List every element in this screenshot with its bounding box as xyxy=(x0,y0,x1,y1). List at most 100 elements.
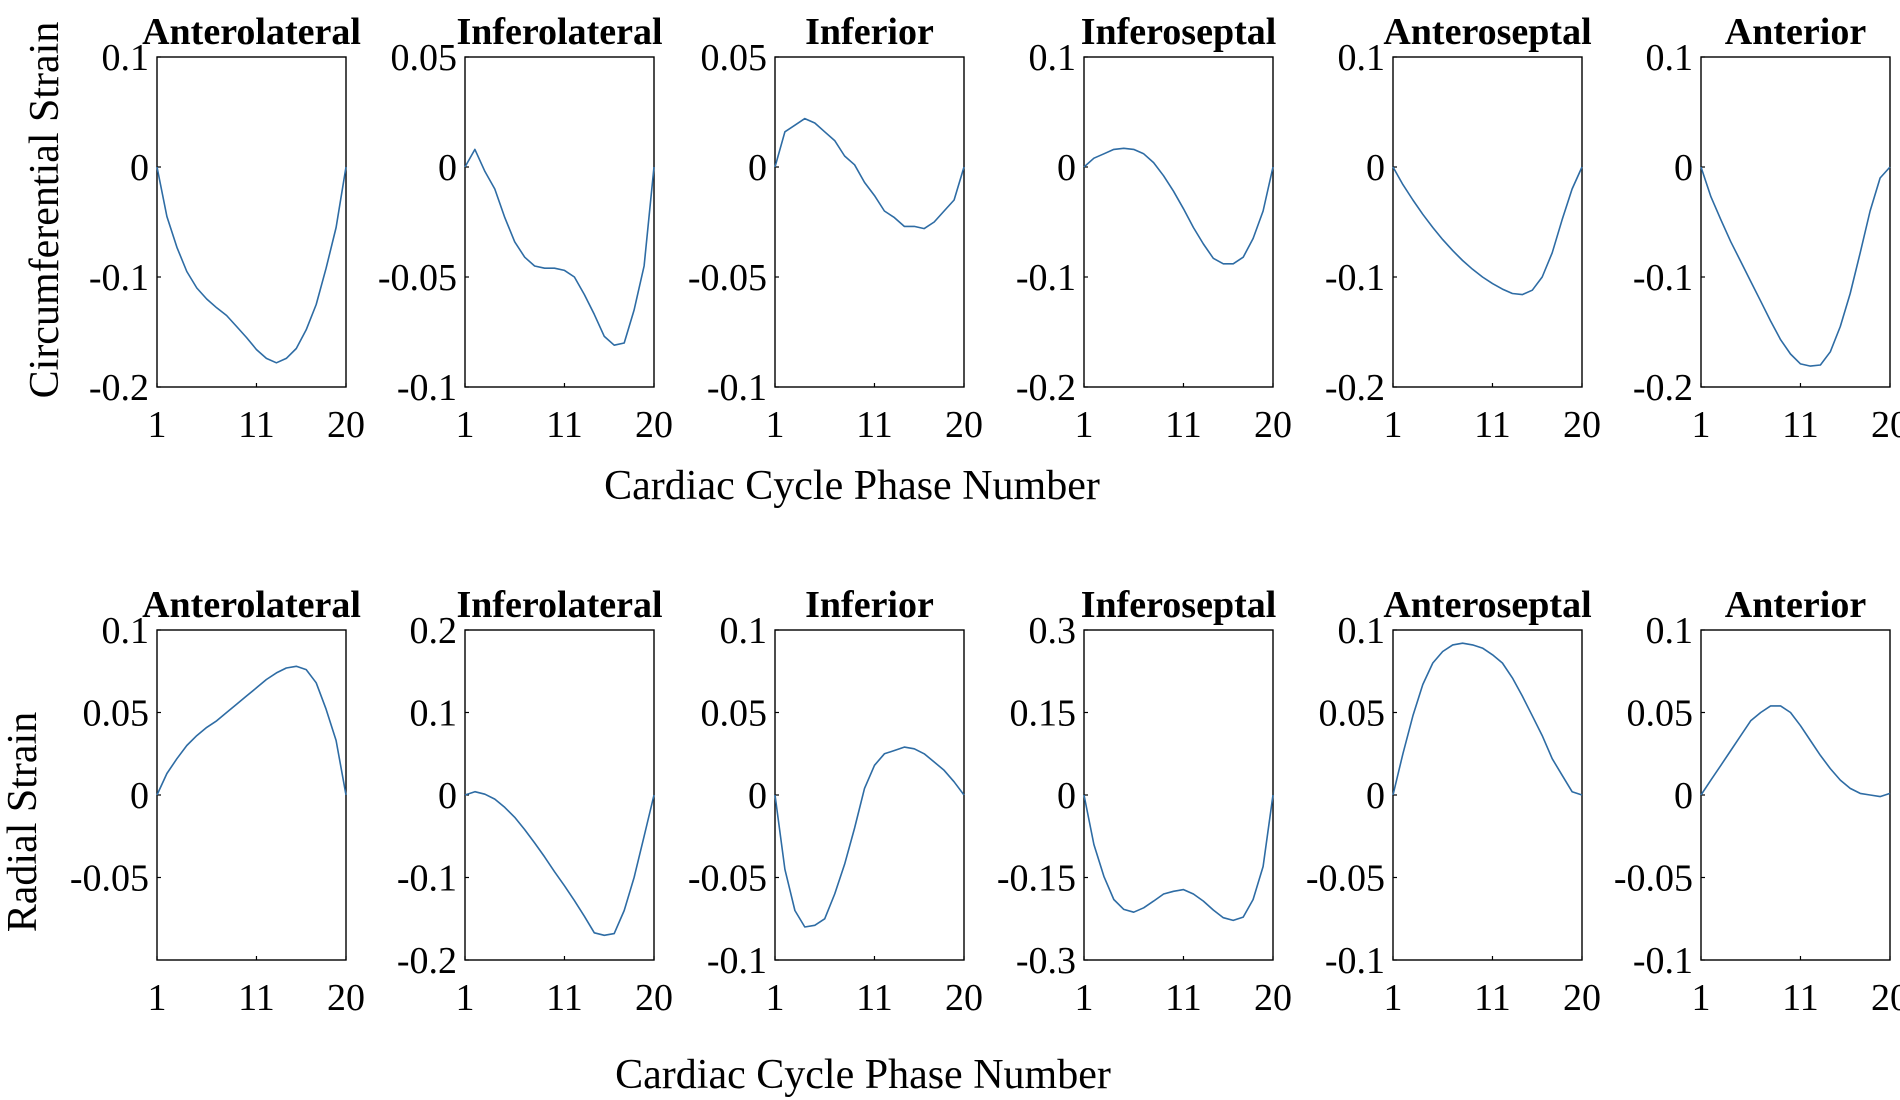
y-tick-label: 0 xyxy=(748,147,767,189)
panel-title: Inferior xyxy=(805,11,934,53)
panel-title: Inferoseptal xyxy=(1081,11,1277,53)
y-tick-label: -0.1 xyxy=(1325,940,1385,982)
x-tick-label: 1 xyxy=(148,977,167,1019)
y-tick-label: -0.2 xyxy=(1633,367,1693,409)
x-tick-label: 20 xyxy=(327,977,365,1019)
x-tick-label: 11 xyxy=(856,977,893,1019)
x-tick-label: 20 xyxy=(1563,977,1601,1019)
series-line-inferior xyxy=(774,746,965,928)
plot-frame xyxy=(1392,629,1583,961)
y-tick-label: 0.1 xyxy=(1646,37,1694,79)
plot-frame xyxy=(464,56,655,388)
plot-frame xyxy=(1083,56,1274,388)
y-tick-label: -0.05 xyxy=(70,858,149,900)
x-tick-label: 1 xyxy=(1384,404,1403,446)
y-tick-label: 0.1 xyxy=(1338,37,1386,79)
x-tick-label: 1 xyxy=(766,404,785,446)
plot-frame xyxy=(1083,629,1274,961)
x-tick-label: 20 xyxy=(945,404,983,446)
y-tick-label: 0.15 xyxy=(1010,693,1077,735)
plot-frame xyxy=(1700,629,1891,961)
x-tick-label: 1 xyxy=(1692,977,1711,1019)
y-tick-label: -0.1 xyxy=(397,367,457,409)
y-tick-label: -0.1 xyxy=(1633,940,1693,982)
y-tick-label: 0.05 xyxy=(1627,693,1694,735)
series-line-inferolateral xyxy=(464,148,655,346)
x-tick-label: 1 xyxy=(456,404,475,446)
x-tick-label: 1 xyxy=(766,977,785,1019)
series-line-anterolateral xyxy=(156,665,347,796)
series-line-inferoseptal xyxy=(1083,794,1274,922)
y-tick-label: 0.1 xyxy=(1338,610,1386,652)
y-tick-label: 0 xyxy=(438,147,457,189)
panels-layer: 0.10-0.1-0.21 11 20Anterolateral0.050-0.05… xyxy=(70,11,1900,1019)
y-tick-label: -0.05 xyxy=(688,858,767,900)
x-tick-label: 11 xyxy=(1474,977,1511,1019)
plot-frame xyxy=(156,56,347,388)
x-tick-label: 20 xyxy=(327,404,365,446)
x-tick-label: 1 xyxy=(456,977,475,1019)
series-line-anteroseptal xyxy=(1392,166,1583,296)
y-tick-label: 0 xyxy=(1057,147,1076,189)
panel-title: Inferior xyxy=(805,584,934,626)
y-tick-label: 0 xyxy=(1674,147,1693,189)
x-tick-label: 11 xyxy=(546,977,583,1019)
series-line-anteroseptal xyxy=(1392,642,1583,796)
y-tick-label: -0.1 xyxy=(1325,257,1385,299)
x-tick-label: 20 xyxy=(1254,977,1292,1019)
y-tick-label: -0.1 xyxy=(397,858,457,900)
y-tick-label: -0.1 xyxy=(707,367,767,409)
x-tick-label: 1 xyxy=(1075,977,1094,1019)
series-line-inferior xyxy=(774,117,965,230)
panel-title: Anterior xyxy=(1725,584,1867,626)
plot-frame xyxy=(1392,56,1583,388)
bottom-row-ylabel: Radial Strain xyxy=(0,712,46,932)
y-tick-label: 0.1 xyxy=(102,610,150,652)
plot-frame xyxy=(464,629,655,961)
series-line-inferolateral xyxy=(464,790,655,937)
y-tick-label: 0 xyxy=(1057,775,1076,817)
panel-title: Anterior xyxy=(1725,11,1867,53)
y-tick-label: -0.2 xyxy=(1016,367,1076,409)
panel-title: Inferolateral xyxy=(456,584,662,626)
panel-title: Anterolateral xyxy=(142,11,361,53)
x-tick-label: 11 xyxy=(1782,404,1819,446)
y-tick-label: -0.1 xyxy=(1016,257,1076,299)
y-tick-label: 0 xyxy=(748,775,767,817)
x-tick-label: 20 xyxy=(1871,977,1900,1019)
y-tick-label: -0.05 xyxy=(688,257,767,299)
plot-frame xyxy=(156,629,347,961)
y-tick-label: 0.1 xyxy=(1029,37,1077,79)
top-row-ylabel: Circumferential Strain xyxy=(22,22,68,399)
x-tick-label: 20 xyxy=(635,977,673,1019)
y-tick-label: 0 xyxy=(1674,775,1693,817)
x-tick-label: 11 xyxy=(1165,977,1202,1019)
x-tick-label: 11 xyxy=(1474,404,1511,446)
y-tick-label: 0 xyxy=(438,775,457,817)
y-tick-label: 0.1 xyxy=(1646,610,1694,652)
y-tick-label: 0.05 xyxy=(83,693,150,735)
y-tick-label: 0.05 xyxy=(391,37,458,79)
panel-title: Anteroseptal xyxy=(1383,11,1591,53)
series-line-anterior xyxy=(1700,166,1891,367)
y-tick-label: 0 xyxy=(130,147,149,189)
x-tick-label: 20 xyxy=(945,977,983,1019)
y-tick-label: 0.1 xyxy=(410,693,458,735)
y-tick-label: -0.05 xyxy=(378,257,457,299)
y-tick-label: 0.2 xyxy=(410,610,458,652)
x-tick-label: 11 xyxy=(238,404,275,446)
x-tick-label: 1 xyxy=(1692,404,1711,446)
x-tick-label: 20 xyxy=(1871,404,1900,446)
top-row-xlabel: Cardiac Cycle Phase Number xyxy=(604,463,1100,509)
panel-title: Inferoseptal xyxy=(1081,584,1277,626)
series-line-anterolateral xyxy=(156,166,347,364)
panel-title: Anterolateral xyxy=(142,584,361,626)
